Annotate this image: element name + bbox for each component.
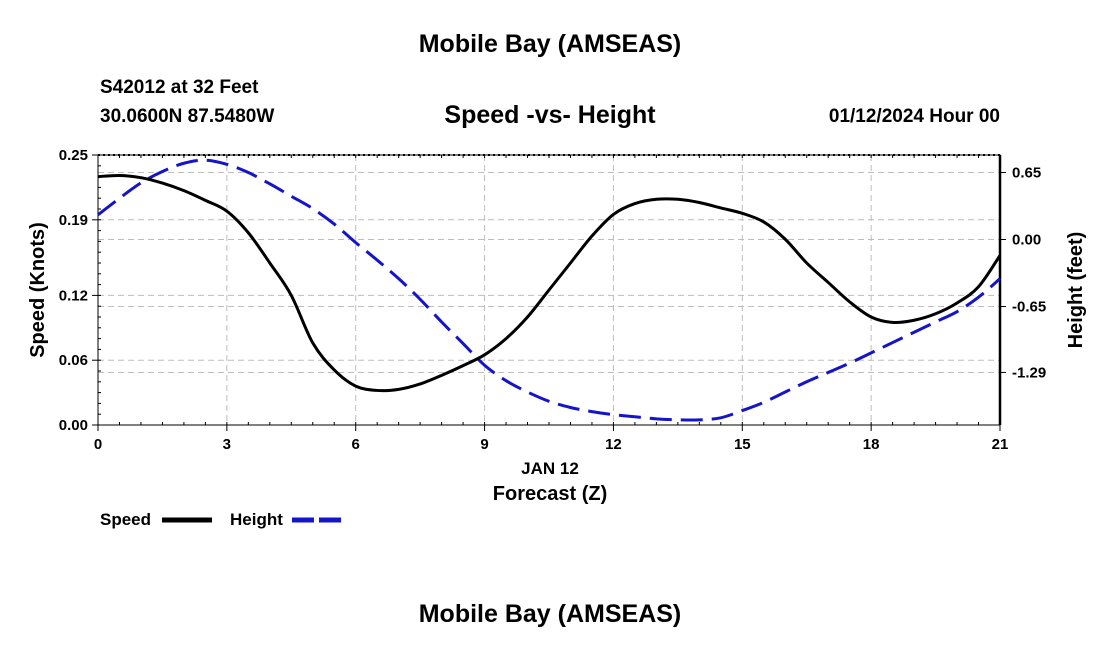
page-title: Mobile Bay (AMSEAS) [418,30,682,58]
x-tick-label-0: 0 [94,436,102,453]
y-left-tick-label-0.06: 0.06 [59,352,88,369]
speed-series-line [97,174,1002,393]
page-title-bottom: Mobile Bay (AMSEAS) [418,600,682,628]
station-label: S42012 at 32 Feet [100,77,259,98]
legend-height-label: Height [230,510,283,529]
speed-height-chart: 0 3 6 9 12 15 18 21 0.00 0.06 0.12 0.19 0.25 0.65 0.00… [27,147,1087,529]
tick-labels: 0 3 6 9 12 15 18 21 0.00 0.06 0.12 0.19 0.25 0.65 0.00… [59,147,1046,453]
x-tick-label-6: 6 [352,436,360,453]
y-right-tick-label-0.00: 0.00 [1012,232,1041,249]
x-axis-title: Forecast (Z) [493,483,607,505]
y-left-tick-label-0.19: 0.19 [59,212,88,229]
x-tick-label-9: 9 [480,436,488,453]
x-tick-label-3: 3 [223,436,231,453]
x-tick-label-12: 12 [605,436,622,453]
x-tick-label-18: 18 [863,436,880,453]
x-tick-label-15: 15 [734,436,751,453]
y-axis-title-left: Speed (Knots) [27,222,49,358]
station-coordinates: 30.0600N 87.5480W [100,106,275,127]
y-left-tick-label-0.12: 0.12 [59,287,88,304]
legend: Speed Height [100,510,342,529]
y-right-tick-label--1.29: -1.29 [1012,364,1046,381]
forecast-date-hour: 01/12/2024 Hour 00 [828,106,1000,127]
legend-speed-label: Speed [100,510,151,529]
x-tick-label-21: 21 [992,436,1009,453]
y-right-tick-label--0.65: -0.65 [1012,298,1046,315]
y-left-tick-label-0.25: 0.25 [59,147,88,164]
y-left-tick-label-0.00: 0.00 [59,417,88,434]
chart-title: Speed -vs- Height [444,101,656,129]
height-series-line [97,158,1001,422]
x-date-label: JAN 12 [521,459,579,478]
y-axis-title-right: Height (feet) [1065,232,1087,349]
y-right-tick-label-0.65: 0.65 [1012,165,1041,182]
